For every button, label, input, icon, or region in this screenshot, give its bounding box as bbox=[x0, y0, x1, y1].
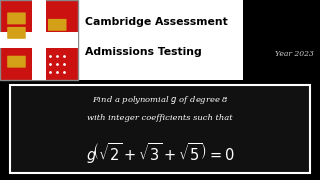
Bar bbox=[0, 0, 78, 80]
Text: Find a polynomial $g$ of degree 8: Find a polynomial $g$ of degree 8 bbox=[92, 94, 228, 107]
Bar bbox=[32, 0, 46, 80]
FancyBboxPatch shape bbox=[7, 56, 26, 68]
FancyBboxPatch shape bbox=[7, 12, 26, 24]
FancyBboxPatch shape bbox=[7, 27, 26, 39]
Bar bbox=[0, 32, 78, 48]
Text: Admissions Testing: Admissions Testing bbox=[85, 47, 202, 57]
FancyBboxPatch shape bbox=[48, 19, 67, 31]
Text: Cambridge Assessment: Cambridge Assessment bbox=[85, 17, 228, 27]
Text: $g\!\left(\sqrt{2}+\sqrt{3}+\sqrt{5}\right)=0$: $g\!\left(\sqrt{2}+\sqrt{3}+\sqrt{5}\rig… bbox=[86, 141, 234, 165]
Text: Year 2023: Year 2023 bbox=[275, 50, 314, 58]
Text: with integer coefficients such that: with integer coefficients such that bbox=[87, 114, 233, 122]
Bar bbox=[0, 0, 243, 80]
Bar bbox=[10, 85, 310, 173]
